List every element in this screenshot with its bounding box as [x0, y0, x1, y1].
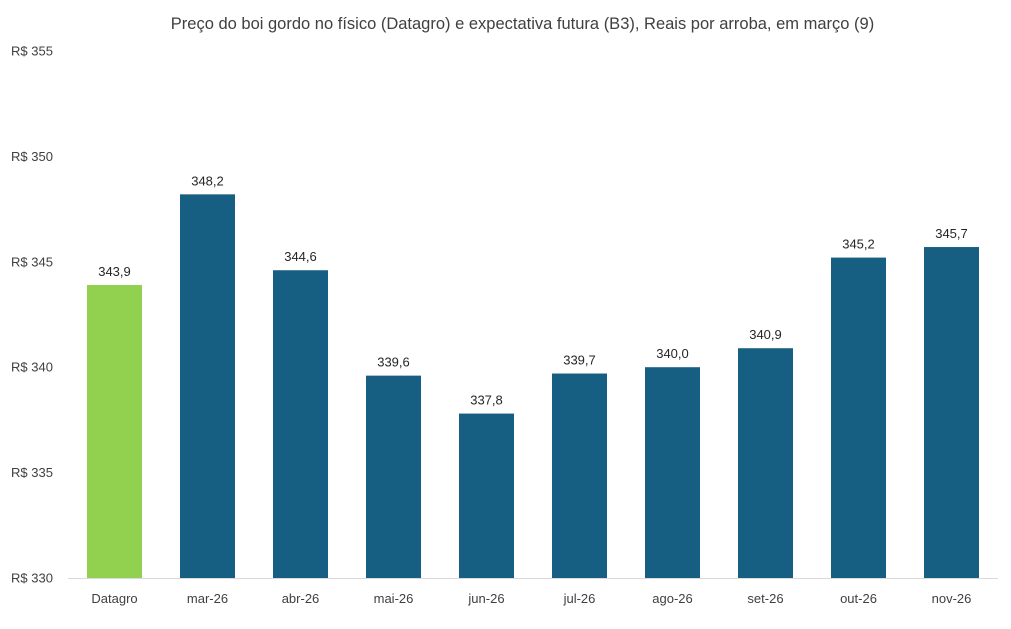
y-axis-ticks: R$ 330 R$ 335 R$ 340 R$ 345 R$ 350 R$ 355 [11, 44, 53, 586]
x-tick-label: set-26 [747, 591, 783, 606]
y-tick-label: R$ 340 [11, 360, 53, 375]
x-tick-label: ago-26 [652, 591, 692, 606]
bar-ago-26 [645, 367, 700, 578]
x-axis-ticks: Datagro mar-26 abr-26 mai-26 jun-26 jul-26 ago… [91, 591, 971, 606]
data-labels-group: 343,9 348,2 344,6 339,6 337,8 339,7 340,0 340,9… [98, 173, 968, 407]
x-tick-label: abr-26 [282, 591, 320, 606]
x-tick-label: mar-26 [187, 591, 228, 606]
data-label: 339,7 [563, 353, 596, 368]
data-label: 340,0 [656, 346, 689, 361]
data-label: 345,2 [842, 237, 875, 252]
y-tick-label: R$ 330 [11, 571, 53, 586]
bars-group [87, 194, 979, 578]
y-tick-label: R$ 350 [11, 149, 53, 164]
data-label: 344,6 [284, 249, 317, 264]
data-label: 340,9 [749, 327, 782, 342]
y-tick-label: R$ 355 [11, 44, 53, 59]
bar-jun-26 [459, 413, 514, 578]
y-tick-label: R$ 345 [11, 254, 53, 269]
x-tick-label: out-26 [840, 591, 877, 606]
data-label: 343,9 [98, 264, 131, 279]
bar-nov-26 [924, 247, 979, 578]
chart-title: Preço do boi gordo no físico (Datagro) e… [170, 15, 875, 33]
data-label: 345,7 [935, 226, 968, 241]
x-tick-label: mai-26 [374, 591, 414, 606]
bar-out-26 [831, 257, 886, 578]
x-tick-label: jul-26 [563, 591, 596, 606]
x-tick-label: jun-26 [467, 591, 504, 606]
data-label: 339,6 [377, 355, 410, 370]
data-label: 348,2 [191, 173, 224, 188]
bar-jul-26 [552, 373, 607, 578]
x-tick-label: nov-26 [932, 591, 972, 606]
bar-mar-26 [180, 194, 235, 578]
x-tick-label: Datagro [91, 591, 137, 606]
y-tick-label: R$ 335 [11, 465, 53, 480]
bar-datagro [87, 284, 142, 578]
bar-set-26 [738, 348, 793, 578]
bar-mai-26 [366, 375, 421, 578]
data-label: 337,8 [470, 393, 503, 408]
bar-abr-26 [273, 270, 328, 578]
